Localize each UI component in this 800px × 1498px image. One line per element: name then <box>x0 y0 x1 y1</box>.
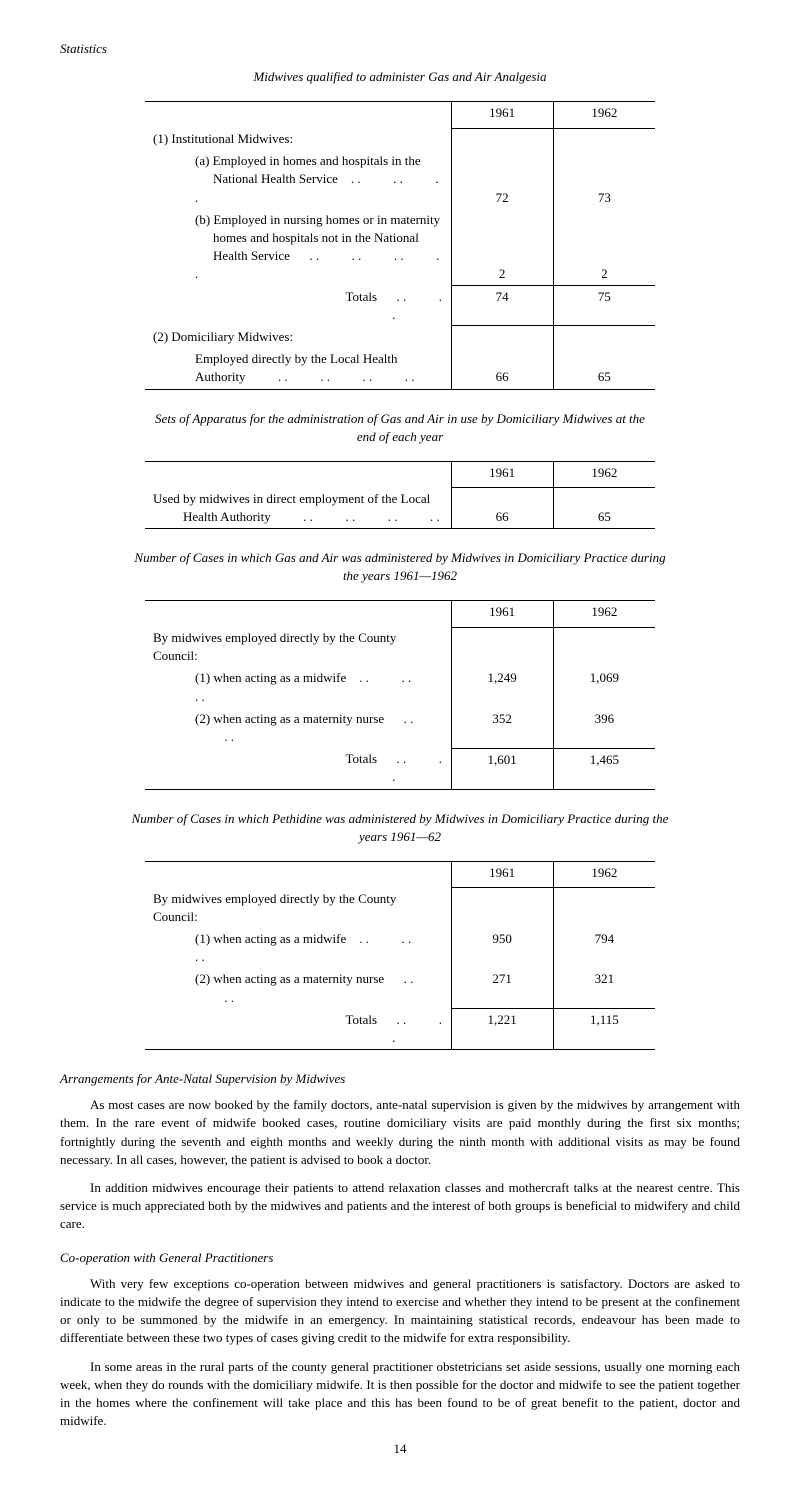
t2-1962: 65 <box>553 488 655 529</box>
cell-b-1961: 2 <box>451 209 553 286</box>
section1-p1: As most cases are now booked by the fami… <box>60 1096 740 1169</box>
totals-1-1962: 75 <box>553 286 655 326</box>
row-employed-local: Employed directly by the Local HealthAut… <box>145 348 451 389</box>
t4-totals-label: Totals . . . . <box>145 1009 451 1050</box>
t2-row: Used by midwives in direct employment of… <box>145 488 451 529</box>
t4-r1-1962: 794 <box>553 928 655 968</box>
section2-heading: Co-operation with General Practitioners <box>60 1249 740 1267</box>
t4-r1-1961: 950 <box>451 928 553 968</box>
t3-totals-1961: 1,601 <box>451 748 553 789</box>
section2-p1: With very few exceptions co-operation be… <box>60 1275 740 1348</box>
table2-title: Sets of Apparatus for the administration… <box>145 410 655 446</box>
table1-title: Midwives qualified to administer Gas and… <box>60 68 740 86</box>
t3-row1: (1) when acting as a midwife . . . . . . <box>145 667 451 707</box>
t4-r2-1962: 321 <box>553 968 655 1008</box>
cell-a-1962: 73 <box>553 150 655 209</box>
t3-r1-1962: 1,069 <box>553 667 655 707</box>
t3-row2: (2) when acting as a maternity nurse . .… <box>145 708 451 748</box>
row-employed-nursing: (b) Employed in nursing homes or in mate… <box>145 209 451 286</box>
year-1961: 1961 <box>451 102 553 128</box>
section1-p2: In addition midwives encourage their pat… <box>60 1179 740 1234</box>
page-number: 14 <box>60 1440 740 1458</box>
table4-title: Number of Cases in which Pethidine was a… <box>128 810 672 846</box>
t3-totals-1962: 1,465 <box>553 748 655 789</box>
t3-year-1961: 1961 <box>451 601 553 627</box>
t4-r2-1961: 271 <box>451 968 553 1008</box>
t3-header: By midwives employed directly by the Cou… <box>145 627 451 667</box>
cell-a-1961: 72 <box>451 150 553 209</box>
t4-year-1962: 1962 <box>553 861 655 887</box>
t3-r2-1961: 352 <box>451 708 553 748</box>
t4-row2: (2) when acting as a maternity nurse . .… <box>145 968 451 1008</box>
table3: 1961 1962 By midwives employed directly … <box>145 600 655 789</box>
cell-dom-1961: 66 <box>451 348 553 389</box>
year-1962: 1962 <box>553 102 655 128</box>
row-domiciliary: (2) Domiciliary Midwives: <box>145 326 451 348</box>
t3-year-1962: 1962 <box>553 601 655 627</box>
section2-p2: In some areas in the rural parts of the … <box>60 1358 740 1431</box>
t3-r1-1961: 1,249 <box>451 667 553 707</box>
t3-r2-1962: 396 <box>553 708 655 748</box>
row-employed-homes: (a) Employed in homes and hospitals in t… <box>145 150 451 209</box>
t4-totals-1962: 1,115 <box>553 1009 655 1050</box>
t3-totals-label: Totals . . . . <box>145 748 451 789</box>
table2: 1961 1962 Used by midwives in direct emp… <box>145 461 655 529</box>
table3-title: Number of Cases in which Gas and Air was… <box>128 549 672 585</box>
t2-year-1962: 1962 <box>553 461 655 487</box>
t4-year-1961: 1961 <box>451 861 553 887</box>
t2-1961: 66 <box>451 488 553 529</box>
cell-b-1962: 2 <box>553 209 655 286</box>
t4-row1: (1) when acting as a midwife . . . . . . <box>145 928 451 968</box>
t4-totals-1961: 1,221 <box>451 1009 553 1050</box>
table4: 1961 1962 By midwives employed directly … <box>145 861 655 1050</box>
totals-1-1961: 74 <box>451 286 553 326</box>
t2-year-1961: 1961 <box>451 461 553 487</box>
row-institutional: (1) Institutional Midwives: <box>145 128 451 150</box>
totals-1-label: Totals . . . . <box>145 286 451 326</box>
cell-dom-1962: 65 <box>553 348 655 389</box>
page-header: Statistics <box>60 40 740 58</box>
section1-heading: Arrangements for Ante-Natal Supervision … <box>60 1070 740 1088</box>
t4-header: By midwives employed directly by the Cou… <box>145 888 451 928</box>
table1: 1961 1962 (1) Institutional Midwives: (a… <box>145 101 655 389</box>
